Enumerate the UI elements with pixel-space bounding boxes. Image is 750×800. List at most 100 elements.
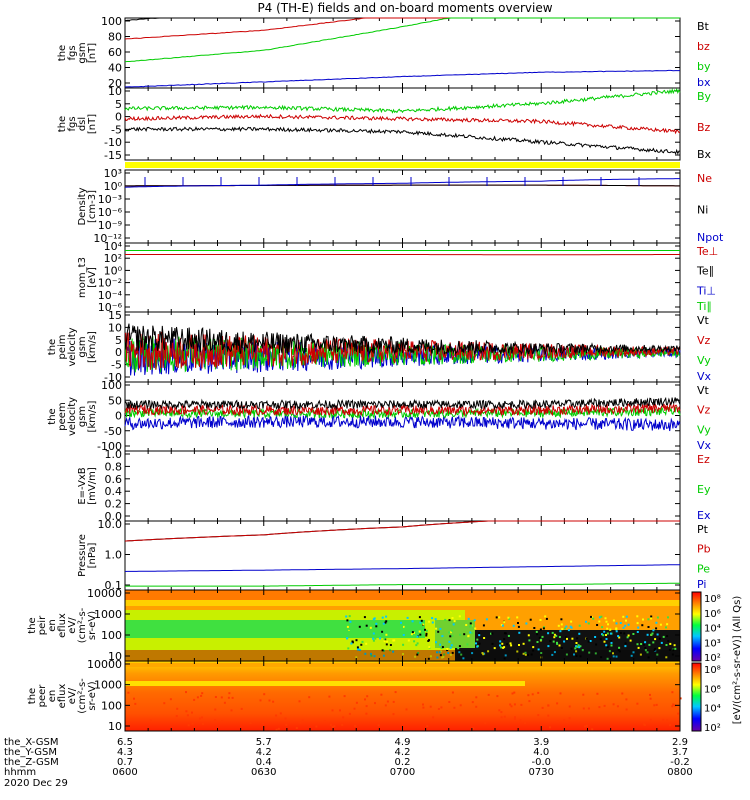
legend-Pt: Pt: [697, 523, 709, 536]
ytick-label: 10⁻⁶: [98, 301, 123, 314]
ylabel-peer-spec: the peer en eflux eV/(cm²-s-sr-eV): [27, 678, 98, 714]
ytick-label: -5: [111, 123, 122, 136]
colorbar-tick: 10⁶: [704, 684, 721, 695]
ytick-label: -15: [104, 149, 122, 162]
panel-pressure: 10.0 1.0 0.1 Pressure [nPa] Pt Pb Pe Pi: [77, 518, 711, 592]
ytick-label: -100: [97, 440, 122, 453]
svg-text:[nT]: [nT]: [87, 114, 98, 134]
ytick-label: 0.4: [105, 485, 123, 498]
legend-Vz: Vz: [697, 334, 711, 347]
svg-text:Pressure: Pressure: [77, 534, 88, 577]
ytick-label: 100: [101, 699, 122, 712]
ytick-label: 50: [108, 394, 122, 407]
ylabel-peir-spec: the peir en eflux eV/(cm²-s-sr-eV): [27, 607, 98, 643]
svg-text:peim: peim: [57, 334, 68, 359]
svg-text:[mV/m]: [mV/m]: [87, 467, 98, 505]
ytick-label: 100: [101, 629, 122, 642]
series-line-Npot: [124, 178, 680, 188]
ylabel-density: Density [cm-3]: [77, 187, 98, 225]
ytick-label: 5: [115, 98, 122, 111]
svg-text:peem: peem: [57, 402, 68, 430]
legend-Ex: Ex: [697, 509, 711, 522]
legend-Vx: Vx: [697, 370, 712, 383]
ytick-label: 20: [108, 77, 122, 90]
legend-Pi: Pi: [697, 578, 706, 591]
series-line-Pb: [124, 520, 680, 542]
xaxis-row-label: hhmm: [4, 767, 36, 778]
xaxis-tick-value: 3.7: [672, 747, 688, 758]
svg-text:velocity: velocity: [67, 327, 78, 366]
legend-Pe: Pe: [697, 562, 710, 575]
legend-By: By: [697, 90, 712, 103]
xaxis-row-label: the_Y-GSM: [4, 747, 57, 758]
xaxis-tick-value: 0.7: [117, 757, 133, 768]
ytick-label: 0.2: [105, 498, 123, 511]
ytick-label: 1.0: [105, 549, 123, 562]
svg-text:E=-VxB: E=-VxB: [77, 467, 88, 504]
xaxis-tick-value: 4.3: [117, 747, 133, 758]
svg-text:velocity: velocity: [67, 397, 78, 436]
colorbar-tick: 10⁶: [704, 609, 721, 620]
legend-Ez: Ez: [697, 453, 710, 466]
ylabel-efield: E=-VxB [mV/m]: [77, 467, 98, 505]
colorbar-tick: 10⁴: [704, 704, 721, 715]
xaxis-tick-value: 0.4: [256, 757, 272, 768]
ytick-label: 10.0: [98, 518, 123, 531]
ylabel-peim-velocity: the peim velocity gsm [km/s]: [47, 327, 98, 366]
ytick-label: 0: [115, 410, 122, 423]
colorbar-tick: 10⁴: [704, 624, 721, 635]
svg-text:Density: Density: [77, 187, 88, 225]
legend-Ti⊥: Ti⊥: [696, 284, 716, 297]
legend-Vz: Vz: [697, 404, 711, 417]
ylabel-fgs-gsm: the fgs gsm [nT]: [57, 42, 98, 63]
svg-text:[eV]: [eV]: [87, 267, 98, 288]
svg-text:gsm: gsm: [77, 336, 88, 357]
ytick-label: -10: [104, 371, 122, 384]
ytick-label: 0: [115, 346, 122, 359]
xaxis-tick-value: -0.2: [670, 757, 690, 768]
svg-text:the: the: [27, 617, 38, 633]
xaxis-tick-value: 0700: [390, 767, 415, 778]
legend-bx: bx: [697, 76, 711, 89]
panel-fgs-gsm: 100 80 60 40 20 the fgs gsm [nT] Bt bz by bx: [57, 15, 711, 90]
svg-text:en: en: [47, 619, 58, 632]
legend-Vt: Vt: [697, 384, 710, 397]
ytick-label: 0.1: [105, 579, 123, 592]
legend-Vy: Vy: [697, 423, 711, 436]
series-line-Vx: [124, 414, 681, 432]
page-title: P4 (TH-E) fields and on-board moments ov…: [257, 1, 552, 15]
yellow-flag-bar: [125, 162, 680, 168]
ytick-label: -50: [104, 425, 122, 438]
legend-Bz: Bz: [697, 121, 711, 134]
ytick-label: 10⁻⁹: [98, 219, 122, 232]
panel-efield: 1.00.80.60.40.20.0 E=-VxB [mV/m] Ez Ey Ex: [77, 448, 711, 523]
svg-text:dsl: dsl: [77, 117, 88, 131]
svg-text:eflux: eflux: [57, 613, 68, 638]
legend-Npot: Npot: [697, 231, 724, 244]
legend-Vy: Vy: [697, 354, 711, 367]
ytick-label: 10⁻²: [98, 277, 122, 290]
svg-text:eV/: eV/: [67, 617, 78, 634]
svg-text:(cm²-s-: (cm²-s-: [77, 607, 88, 643]
series-line-Vt: [124, 323, 681, 356]
panel-peem-velocity: 100 50 0 -50 -100 the peem velocity gsm [km/s] Vt V…: [47, 379, 712, 453]
svg-text:peir: peir: [37, 615, 48, 635]
ytick-label: -10: [104, 136, 122, 149]
ytick-label: 10: [108, 720, 122, 733]
ytick-label: 1000: [94, 608, 122, 621]
xaxis-tick-value: 3.9: [533, 737, 549, 748]
legend-Ti∥: Ti∥: [696, 300, 712, 313]
svg-text:[km/s]: [km/s]: [87, 400, 98, 432]
svg-text:sr-eV): sr-eV): [87, 611, 98, 640]
xaxis-tick-value: -0.0: [531, 757, 551, 768]
ytick-label: 10⁴: [104, 240, 123, 253]
svg-text:gsm: gsm: [77, 42, 88, 63]
svg-text:(cm²-s-: (cm²-s-: [77, 678, 88, 714]
legend-Te∥: Te∥: [696, 265, 714, 278]
legend-Ne: Ne: [697, 172, 712, 185]
colorbar-label: [eV/(cm²-s-sr-eV)] (All Qs): [732, 596, 743, 725]
series-line-by: [124, 17, 680, 63]
series-line-By: [124, 88, 681, 114]
xaxis-tick-value: 5.7: [256, 737, 272, 748]
ylabel-pressure: Pressure [nPa]: [77, 534, 98, 577]
